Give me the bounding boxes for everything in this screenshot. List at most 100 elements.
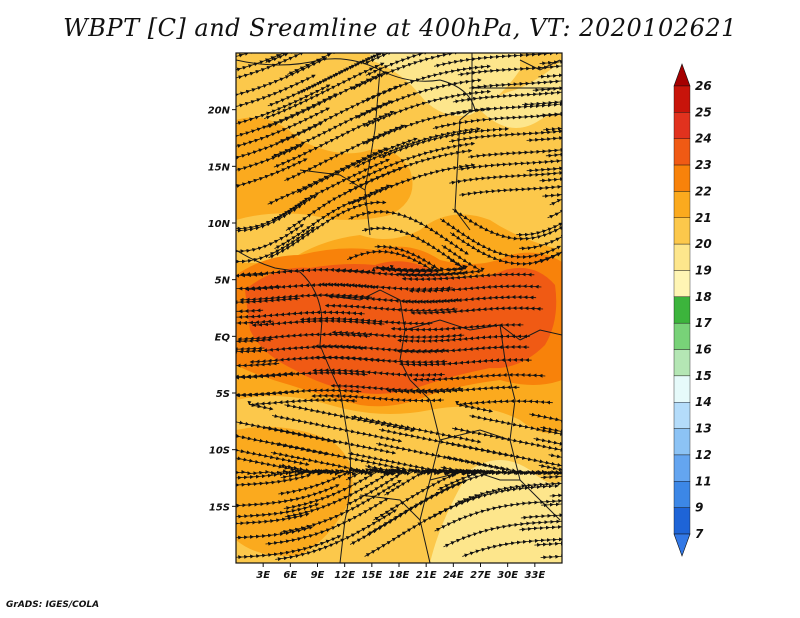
colorbar-label: 15 bbox=[695, 369, 712, 383]
colorbar-segment bbox=[673, 112, 691, 139]
x-tick-label: 27E bbox=[470, 570, 491, 581]
streamline bbox=[533, 437, 562, 466]
x-tick-label: 9E bbox=[311, 570, 325, 581]
x-tick-label: 30E bbox=[497, 570, 518, 581]
streamline bbox=[410, 306, 544, 315]
y-tick-label: 10N bbox=[208, 219, 231, 230]
colorbar-segment bbox=[673, 507, 691, 535]
streamline bbox=[458, 155, 562, 171]
streamline bbox=[52, 322, 184, 327]
colorbar-label: 24 bbox=[695, 132, 712, 146]
colorbar: 26 25 24 23 22 21 20 19 18 17 16 15 14 13 12 11 9 7 bbox=[673, 63, 712, 557]
x-tick-label: 15E bbox=[361, 570, 382, 581]
streamline bbox=[399, 357, 532, 367]
streamline bbox=[549, 166, 562, 206]
streamline bbox=[311, 393, 444, 403]
colorbar-segment bbox=[673, 428, 691, 456]
map-panel bbox=[49, 53, 562, 563]
streamline bbox=[268, 200, 387, 259]
streamline bbox=[548, 453, 562, 475]
colorbar-segment bbox=[673, 164, 691, 192]
colorbar-bottom-arrow bbox=[673, 533, 691, 557]
colorbar-top-arrow bbox=[673, 63, 691, 87]
colorbar-label: 25 bbox=[695, 105, 712, 119]
streamline bbox=[545, 122, 562, 158]
streamline bbox=[455, 399, 553, 413]
colorbar-label: 12 bbox=[695, 448, 712, 462]
longitude-axis: 3E 6E 9E 12E 15E 18E 21E 24E 27E 30E 33E bbox=[256, 563, 545, 581]
colorbar-segment bbox=[673, 402, 691, 429]
y-tick-label: 15S bbox=[209, 502, 230, 513]
streamline bbox=[408, 284, 542, 293]
colorbar-label: 16 bbox=[695, 343, 712, 357]
colorbar-label: 11 bbox=[695, 474, 712, 488]
colorbar-label: 26 bbox=[695, 79, 712, 93]
streamline bbox=[80, 280, 212, 284]
streamline bbox=[80, 346, 212, 350]
colorbar-label: 19 bbox=[695, 263, 712, 277]
streamline bbox=[236, 359, 280, 368]
colorbar-segment bbox=[673, 454, 691, 482]
y-tick-label: 5S bbox=[216, 389, 230, 400]
streamline bbox=[364, 494, 482, 557]
x-tick-label: 6E bbox=[283, 570, 297, 581]
streamline bbox=[462, 534, 562, 558]
streamline bbox=[54, 336, 186, 341]
colorbar-label: 13 bbox=[695, 422, 712, 436]
y-tick-label: 20N bbox=[208, 106, 231, 117]
colorbar-label: 21 bbox=[695, 211, 712, 225]
colorbar-segment bbox=[673, 322, 691, 350]
colorbar-label: 20 bbox=[695, 237, 712, 251]
streamline bbox=[62, 292, 194, 297]
colorbar-label: 23 bbox=[695, 158, 712, 172]
y-tick-label: 5N bbox=[215, 276, 231, 287]
streamline bbox=[403, 295, 537, 304]
colorbar-label: 14 bbox=[695, 395, 712, 409]
x-tick-label: 18E bbox=[389, 570, 410, 581]
x-tick-label: 33E bbox=[524, 570, 545, 581]
streamline bbox=[390, 322, 524, 332]
streamline bbox=[80, 308, 212, 312]
latitude-axis: 20N 15N 10N 5N EQ 5S 10S 15S bbox=[208, 106, 236, 513]
y-tick-label: 10S bbox=[209, 446, 230, 457]
streamline bbox=[53, 387, 185, 392]
colorbar-segment bbox=[673, 375, 691, 403]
colorbar-label: 22 bbox=[695, 184, 712, 198]
colorbar-segment bbox=[673, 296, 691, 324]
colorbar-segment bbox=[673, 217, 691, 245]
credit-text: GrADS: IGES/COLA bbox=[6, 600, 100, 610]
y-tick-label: EQ bbox=[215, 332, 231, 343]
colorbar-segment bbox=[673, 270, 691, 298]
map-title: WBPT [C] and Sreamline at 400hPa, VT: 20… bbox=[63, 14, 737, 42]
streamline bbox=[80, 401, 182, 410]
streamline bbox=[401, 272, 535, 282]
streamline bbox=[77, 268, 198, 275]
colorbar-segment bbox=[673, 85, 691, 113]
colorbar-label: 9 bbox=[695, 501, 703, 515]
streamline bbox=[397, 334, 530, 344]
colorbar-segment bbox=[673, 243, 691, 271]
x-tick-label: 21E bbox=[416, 570, 437, 581]
streamline bbox=[549, 468, 562, 498]
streamline bbox=[386, 385, 520, 395]
colorbar-label: 17 bbox=[695, 316, 712, 330]
streamline bbox=[49, 375, 181, 380]
streamline bbox=[236, 316, 274, 326]
y-tick-label: 15N bbox=[208, 162, 231, 173]
streamline bbox=[529, 412, 562, 442]
x-tick-label: 24E bbox=[443, 570, 464, 581]
streamline bbox=[537, 200, 562, 263]
colorbar-segment bbox=[673, 138, 691, 166]
streamline bbox=[547, 169, 562, 219]
streamline bbox=[396, 344, 530, 354]
colorbar-segment bbox=[673, 191, 691, 218]
streamline bbox=[412, 372, 546, 382]
colorbar-label: 18 bbox=[695, 290, 712, 304]
colorbar-segment bbox=[673, 481, 691, 508]
x-tick-label: 12E bbox=[334, 570, 355, 581]
colorbar-label: 7 bbox=[695, 527, 704, 541]
colorbar-segment bbox=[673, 349, 691, 377]
streamline bbox=[114, 256, 200, 272]
streamlines bbox=[49, 53, 562, 562]
